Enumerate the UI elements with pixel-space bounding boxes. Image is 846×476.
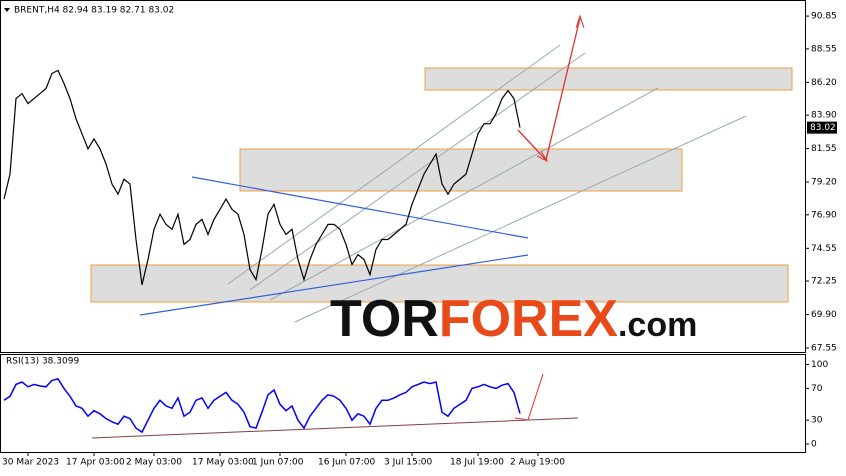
rsi-trend-line xyxy=(91,417,579,439)
watermark-part: TOR xyxy=(330,290,439,348)
y-tick-label: 74.55 xyxy=(811,244,837,254)
rsi-forecast-arrow xyxy=(514,373,544,421)
y-tick-label: 90.85 xyxy=(811,12,837,22)
analysis-drawings xyxy=(90,14,793,439)
arrow-head xyxy=(536,150,549,163)
y-tick-label: 88.55 xyxy=(811,44,837,54)
channel-line xyxy=(269,87,659,301)
x-tick-label: 18 Jul 19:00 xyxy=(450,458,504,468)
trend-line xyxy=(191,176,529,239)
resistance-zone xyxy=(424,67,793,91)
rsi-line xyxy=(3,378,521,434)
x-tick-label: 17 May 03:00 xyxy=(192,458,254,468)
middle-zone xyxy=(239,148,683,192)
channel-line xyxy=(294,115,747,323)
symbol-header: BRENT,H4 82.94 83.19 82.71 83.02 xyxy=(14,6,174,16)
y-tick-label: 0 xyxy=(811,440,817,450)
x-tick-label: 17 Apr 03:00 xyxy=(66,458,125,468)
x-tick-label: 1 Jun 07:00 xyxy=(252,458,304,468)
rsi-frame xyxy=(0,354,806,453)
x-tick-label: 2 Aug 19:00 xyxy=(510,458,565,468)
x-tick-label: 16 Jun 07:00 xyxy=(318,458,375,468)
price-line xyxy=(3,69,521,285)
channel-line xyxy=(227,44,561,285)
y-tick-label: 83.90 xyxy=(811,111,837,121)
rsi-header: RSI(13) 38.3099 xyxy=(6,357,79,367)
y-tick-label: 79.20 xyxy=(811,178,837,188)
channel-line xyxy=(249,52,586,291)
x-tick-label: 3 Jul 15:00 xyxy=(384,458,433,468)
y-tick-label: 70 xyxy=(811,384,823,394)
last-price-label: 83.02 xyxy=(810,123,836,133)
y-tick-label: 69.90 xyxy=(811,310,837,320)
price-frame xyxy=(0,0,806,353)
last-price-box xyxy=(807,121,837,134)
x-tick-label: 30 Mar 2023 xyxy=(2,458,59,468)
arrow-head xyxy=(575,14,585,29)
x-tick-label: 2 May 03:00 xyxy=(126,458,182,468)
menu-triangle xyxy=(4,8,10,12)
y-tick-label: 76.90 xyxy=(811,210,837,220)
y-tick-label: 72.25 xyxy=(811,277,837,287)
y-tick-label: 86.20 xyxy=(811,78,837,88)
y-tick-label: 67.55 xyxy=(811,344,837,354)
watermark-part: FOREX xyxy=(439,290,618,348)
support-zone xyxy=(90,264,789,303)
y-tick-label: 81.55 xyxy=(811,144,837,154)
watermark-part: .com xyxy=(618,306,697,344)
y-tick-label: 100 xyxy=(811,360,828,370)
watermark: TORFOREX.com xyxy=(330,290,697,348)
trend-line xyxy=(139,254,529,316)
y-tick-label: 30 xyxy=(811,416,823,426)
